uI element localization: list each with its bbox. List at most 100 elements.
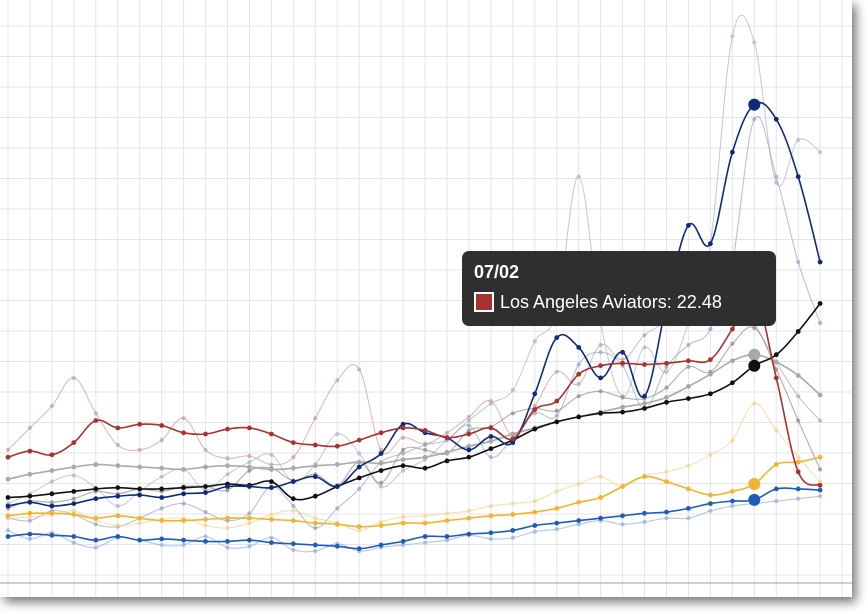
data-tooltip: 07/02 Los Angeles Aviators: 22.48	[462, 251, 776, 326]
data-point	[291, 496, 296, 501]
data-point	[181, 538, 186, 543]
data-point	[138, 521, 142, 525]
data-point	[401, 515, 405, 519]
data-point	[269, 479, 274, 484]
data-point	[730, 504, 734, 508]
data-point	[423, 428, 428, 433]
data-point	[642, 406, 647, 411]
data-point	[664, 479, 669, 484]
data-point	[598, 516, 603, 521]
data-point	[511, 502, 515, 506]
data-point	[423, 521, 428, 526]
series-group	[6, 487, 823, 552]
tooltip-date: 07/02	[474, 261, 764, 283]
data-point	[818, 393, 823, 398]
data-point	[379, 543, 384, 548]
data-point	[335, 432, 339, 436]
data-point	[686, 464, 690, 468]
data-point	[72, 541, 76, 545]
data-point	[576, 500, 581, 505]
data-point	[752, 117, 756, 121]
data-point	[664, 395, 669, 400]
data-point	[269, 512, 273, 516]
data-point	[357, 460, 362, 465]
data-point	[752, 326, 756, 330]
data-point	[532, 407, 537, 412]
data-point	[137, 538, 142, 543]
data-point	[642, 394, 647, 399]
data-point	[818, 483, 823, 488]
data-point	[225, 472, 229, 476]
data-point	[291, 541, 296, 546]
data-point	[335, 544, 340, 549]
data-point	[555, 409, 559, 413]
data-point	[291, 455, 295, 459]
data-point	[203, 523, 207, 527]
data-point	[291, 509, 295, 513]
data-point	[159, 518, 164, 523]
series-line	[8, 327, 820, 508]
data-point	[71, 501, 76, 506]
data-point	[357, 465, 362, 470]
data-point	[708, 501, 713, 506]
data-point	[467, 415, 471, 419]
data-point	[269, 485, 274, 490]
series-line	[8, 304, 820, 500]
data-point	[708, 241, 713, 246]
data-point	[93, 516, 98, 521]
data-point	[511, 388, 515, 392]
data-point	[555, 370, 559, 374]
data-point	[313, 549, 317, 553]
data-point	[28, 511, 33, 516]
data-point	[598, 363, 603, 368]
data-point	[577, 382, 581, 386]
data-point	[357, 487, 361, 491]
data-point	[159, 487, 164, 492]
data-point	[774, 428, 778, 432]
data-point	[818, 321, 822, 325]
data-point	[577, 362, 581, 366]
data-point	[225, 456, 229, 460]
data-point	[510, 512, 515, 517]
data-point	[510, 528, 515, 533]
data-point	[818, 488, 823, 493]
data-point	[730, 499, 735, 504]
data-point	[269, 462, 273, 466]
data-point	[620, 361, 625, 366]
data-point	[532, 523, 537, 528]
data-point	[401, 463, 406, 468]
data-point	[796, 460, 801, 465]
data-point	[357, 367, 361, 371]
data-point	[730, 438, 734, 442]
highlight-point	[748, 494, 760, 506]
data-point	[599, 343, 603, 347]
series-line	[8, 355, 820, 480]
data-point	[401, 448, 405, 452]
data-point	[225, 516, 230, 521]
highlight-point	[748, 349, 760, 361]
data-point	[203, 517, 208, 522]
data-point	[71, 512, 76, 517]
data-point	[621, 522, 625, 526]
data-point	[335, 506, 339, 510]
data-point	[379, 481, 383, 485]
data-point	[28, 519, 32, 523]
data-point	[686, 396, 691, 401]
data-point	[818, 260, 823, 265]
data-point	[159, 537, 164, 542]
data-point	[313, 494, 318, 499]
data-point	[93, 418, 98, 423]
data-point	[6, 495, 11, 500]
data-point	[335, 484, 340, 489]
data-point	[357, 451, 361, 455]
data-point	[642, 401, 647, 406]
data-point	[182, 416, 186, 420]
data-point	[6, 513, 11, 518]
data-point	[247, 544, 251, 548]
data-point	[28, 426, 32, 430]
data-point	[489, 426, 494, 431]
highlight-point	[748, 478, 760, 490]
data-point	[203, 465, 208, 470]
chart-panel: 07/02 Los Angeles Aviators: 22.48	[0, 0, 852, 597]
data-point	[6, 455, 11, 460]
